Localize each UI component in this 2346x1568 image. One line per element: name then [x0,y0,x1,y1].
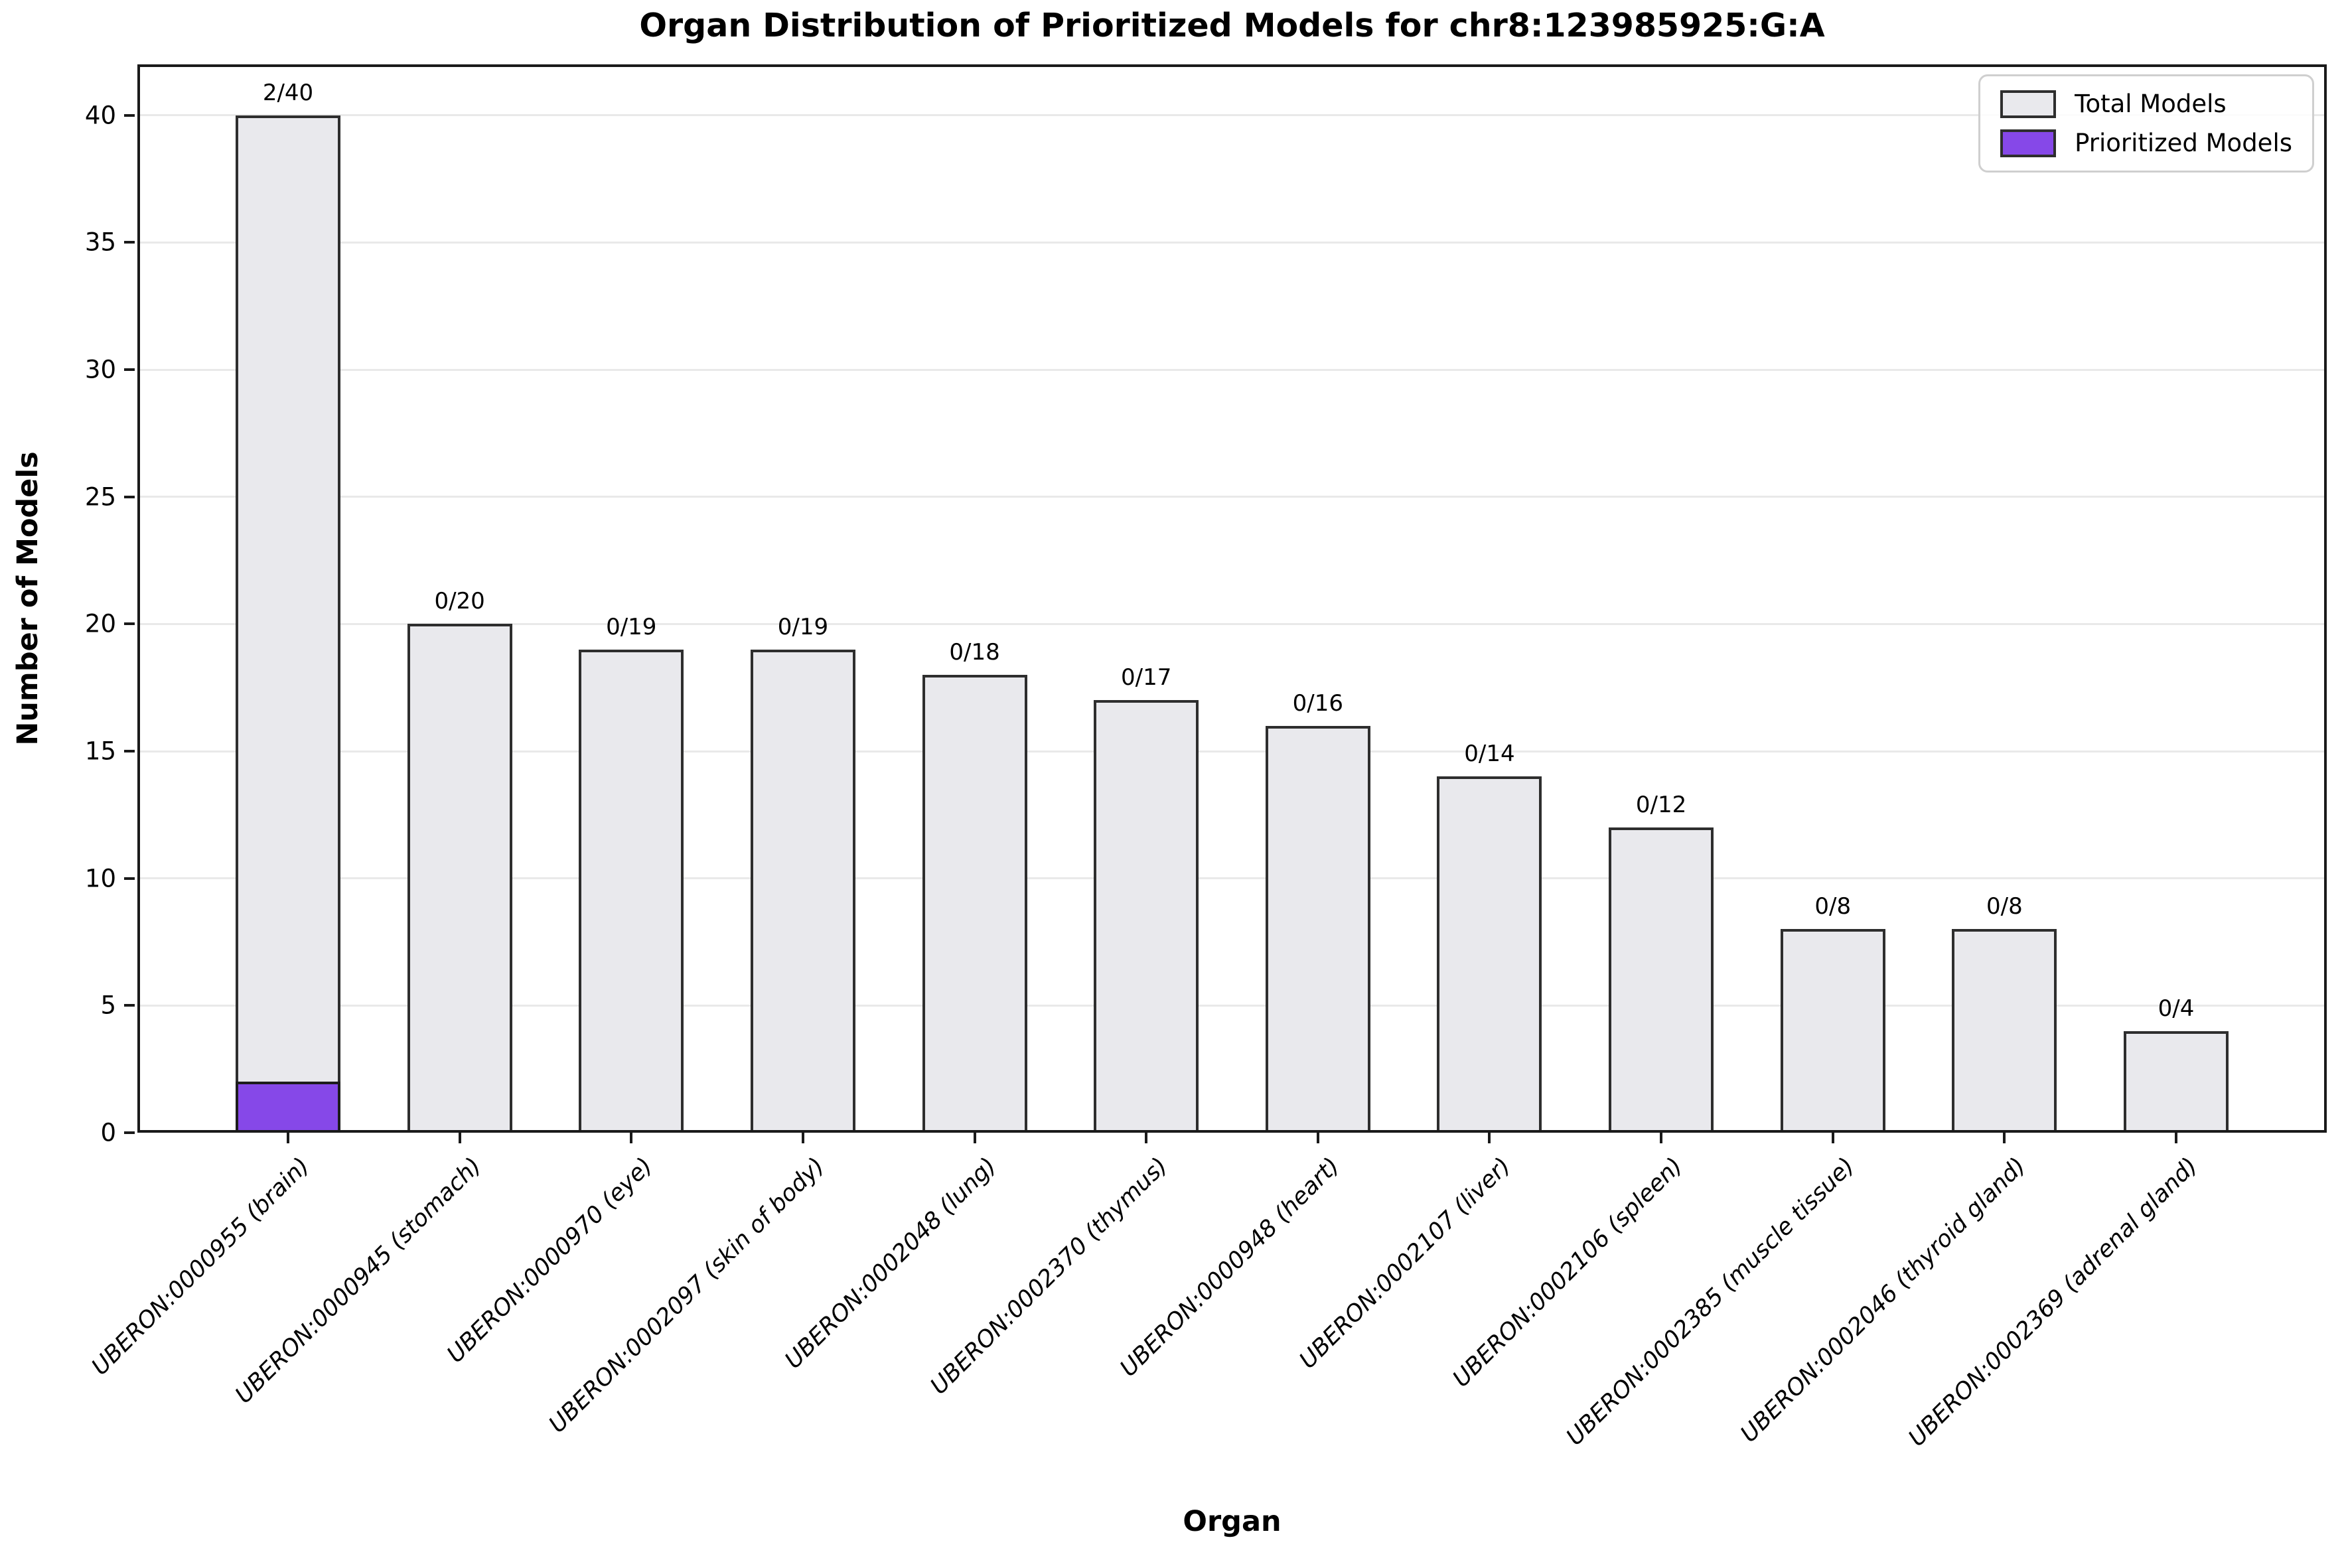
bar-value-label: 0/8 [1814,893,1852,920]
bar-value-label: 0/4 [2158,995,2195,1022]
chart-title: Organ Distribution of Prioritized Models… [639,7,1825,44]
y-tick-label: 10 [84,864,116,893]
bar-value-label: 2/40 [262,79,314,106]
gridline [137,496,2327,498]
plot-area: 0 5 10 15 20 25 30 35 40 2/40 UBERON:0000955 (brai… [85,64,2327,1452]
x-tick-label: UBERON:0002369 (adrenal gland) [1903,1153,2203,1452]
y-axis-tick [124,622,135,626]
y-axis-tick [124,1131,135,1134]
gridline [137,368,2327,371]
legend: Total Models Prioritized Models [1978,74,2314,173]
y-tick-label: 15 [84,737,116,766]
x-axis-tick [287,1133,289,1143]
x-axis-tick [973,1133,976,1143]
x-axis-tick [1145,1133,1148,1143]
bar-total [1780,929,1885,1133]
x-axis-tick [630,1133,633,1143]
x-axis-tick [1316,1133,1319,1143]
y-tick-label: 30 [84,355,116,384]
bar-value-label: 0/19 [606,613,657,640]
x-tick-label: UBERON:0002046 (thyroid gland) [1735,1153,2031,1448]
y-axis-tick [124,877,135,880]
x-axis-tick [801,1133,804,1143]
y-axis-label: Number of Models [11,451,44,746]
x-axis-tick [2003,1133,2006,1143]
x-axis-tick [2175,1133,2177,1143]
legend-label-prioritized-models: Prioritized Models [2075,129,2292,157]
bar-value-label: 0/14 [1464,741,1515,768]
bar-total [236,115,340,1133]
y-axis-tick [124,113,135,117]
legend-item-prioritized: Prioritized Models [2000,129,2292,157]
y-tick-label: 0 [100,1118,116,1147]
x-axis-tick [1660,1133,1663,1143]
bar-value-label: 0/19 [777,613,829,640]
x-axis-tick [458,1133,461,1143]
y-axis-tick [124,241,135,244]
y-tick-label: 20 [84,609,116,638]
legend-label-total-models: Total Models [2075,90,2227,118]
x-tick-label: UBERON:0002097 (skin of body) [544,1153,830,1439]
bar-total [1265,725,1370,1133]
bar-total [922,675,1027,1133]
bar-total [1437,776,1542,1133]
gridline [137,877,2327,880]
bar-value-label: 0/17 [1120,664,1172,691]
x-axis-tick [1831,1133,1834,1143]
bar-total [579,649,684,1133]
bar-total [750,649,855,1133]
x-tick-label: UBERON:0000970 (eye) [442,1153,658,1369]
y-tick-label: 40 [84,101,116,130]
gridline [137,114,2327,117]
y-axis-tick [124,750,135,752]
gridline [137,1004,2327,1007]
x-axis-tick [1488,1133,1491,1143]
y-tick-label: 35 [84,228,116,257]
bar-value-label: 0/16 [1292,689,1343,717]
x-axis-label: Organ [1183,1505,1282,1538]
legend-item-total: Total Models [2000,90,2292,118]
bar-total [2124,1031,2229,1133]
bar-total [407,624,512,1133]
x-tick-label: UBERON:0002385 (muscle tissue) [1561,1153,1860,1451]
gridline [137,750,2327,752]
gridline [137,241,2327,244]
legend-swatch-total-models [2000,90,2057,118]
y-axis-tick [124,1004,135,1007]
bar-prioritized [236,1082,340,1133]
bar-value-label: 0/8 [1986,893,2023,920]
bar-total [1609,827,1714,1133]
gridline [137,622,2327,625]
bar-total [1952,929,2057,1133]
bar-total [1094,700,1199,1133]
bar-value-label: 0/12 [1635,792,1687,818]
y-tick-label: 5 [100,991,116,1020]
bar-value-label: 0/18 [949,639,1000,666]
legend-swatch-prioritized-models [2000,129,2057,157]
y-axis-tick [124,495,135,498]
y-tick-label: 25 [84,482,116,512]
y-axis-tick [124,368,135,371]
bar-value-label: 0/20 [434,588,485,615]
